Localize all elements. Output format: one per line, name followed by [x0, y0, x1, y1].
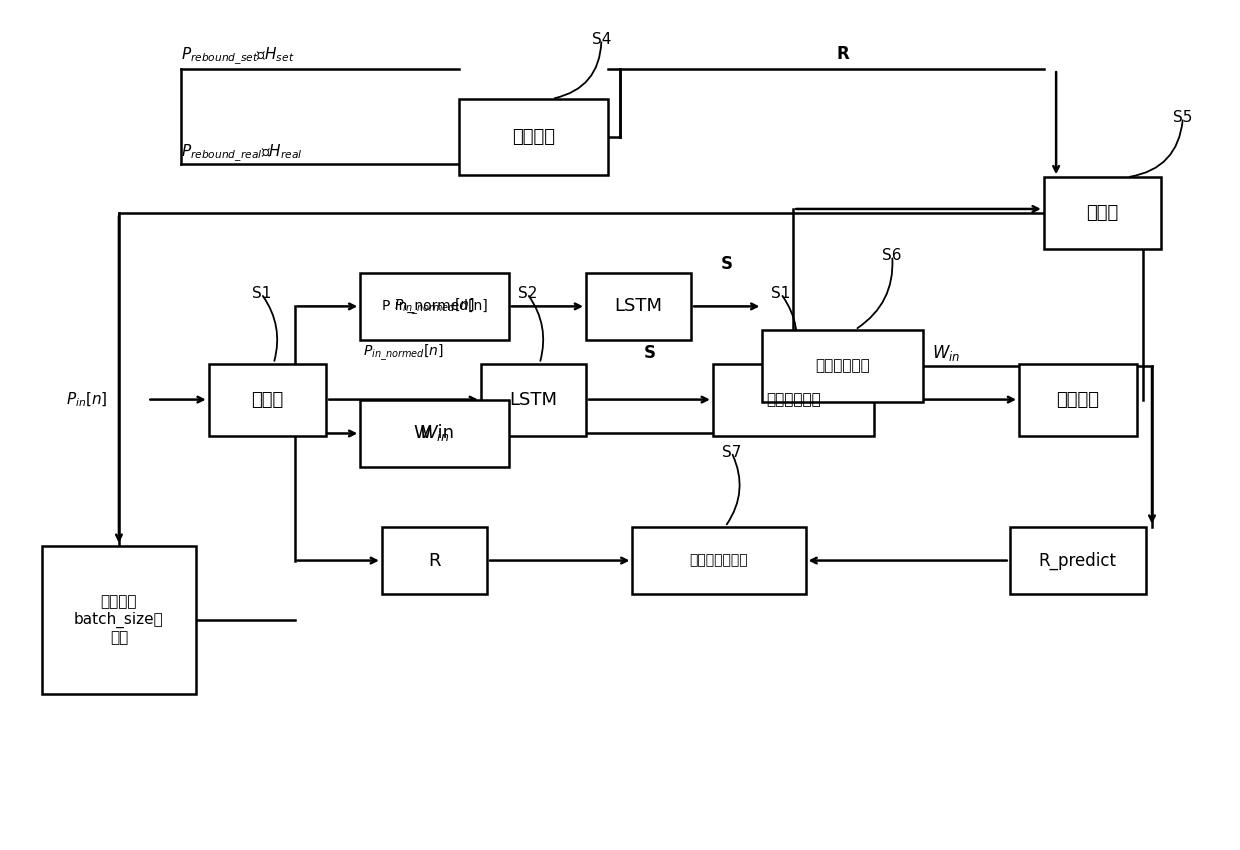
Text: R: R	[428, 552, 440, 570]
Text: 网络参数软更新: 网络参数软更新	[689, 553, 748, 568]
Bar	[1009, 527, 1146, 594]
Text: 归一化: 归一化	[252, 391, 284, 409]
Bar	[713, 364, 874, 435]
Bar	[459, 99, 608, 175]
Text: 入射旋转估计: 入射旋转估计	[766, 392, 821, 407]
Bar	[42, 546, 196, 694]
Bar	[1019, 364, 1137, 435]
Bar	[1044, 177, 1162, 249]
Text: S1: S1	[771, 286, 791, 301]
Text: $W_{in}$: $W_{in}$	[419, 423, 450, 444]
Text: $P_{in\_normed}[n]$: $P_{in\_normed}[n]$	[363, 343, 444, 363]
Text: $P_{in}[n]$: $P_{in}[n]$	[66, 390, 108, 409]
Text: 奖励反馈估计: 奖励反馈估计	[816, 358, 870, 373]
Text: S: S	[644, 344, 656, 362]
Bar	[382, 527, 487, 594]
Text: S5: S5	[1173, 110, 1193, 125]
Text: $P_{in\_normed}[n]$: $P_{in\_normed}[n]$	[394, 296, 475, 316]
Text: P in_normed[n]: P in_normed[n]	[382, 299, 487, 314]
Text: LSTM: LSTM	[615, 298, 662, 315]
Bar	[360, 400, 508, 468]
Text: 随机选取
batch_size条
记忆: 随机选取 batch_size条 记忆	[74, 594, 164, 645]
Bar	[481, 364, 587, 435]
Bar	[763, 330, 923, 402]
Text: S4: S4	[591, 32, 611, 47]
Text: W in: W in	[414, 424, 454, 443]
Bar	[208, 364, 326, 435]
Text: S: S	[720, 255, 733, 273]
Bar	[587, 273, 691, 340]
Text: 击球方法: 击球方法	[1056, 391, 1100, 409]
Text: S1: S1	[252, 286, 270, 301]
Text: $P_{rebound\_real}$、$H_{real}$: $P_{rebound\_real}$、$H_{real}$	[181, 144, 303, 164]
Text: 奖励反馈: 奖励反馈	[512, 128, 554, 146]
Bar	[360, 273, 508, 340]
Text: S2: S2	[517, 286, 537, 301]
Text: S6: S6	[883, 248, 901, 263]
Bar	[632, 527, 806, 594]
Text: S7: S7	[722, 445, 742, 460]
Text: 记忆库: 记忆库	[1086, 204, 1118, 222]
Text: R_predict: R_predict	[1039, 552, 1117, 570]
Text: $W_{in}$: $W_{in}$	[932, 343, 961, 363]
Text: LSTM: LSTM	[510, 391, 558, 409]
Text: $P_{rebound\_set}$、$H_{set}$: $P_{rebound\_set}$、$H_{set}$	[181, 46, 294, 67]
Text: R: R	[836, 45, 849, 63]
